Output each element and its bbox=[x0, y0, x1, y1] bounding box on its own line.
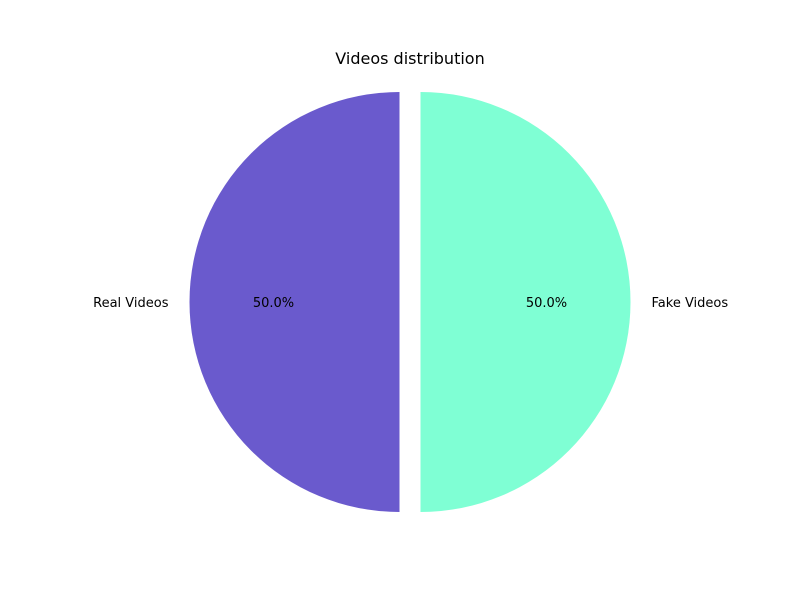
pie-slice-real-videos bbox=[189, 92, 400, 512]
pie-slice-fake-videos bbox=[420, 92, 631, 512]
pie-pct-label: 50.0% bbox=[253, 296, 294, 311]
pie-slices bbox=[189, 92, 631, 512]
pie-pct-label: 50.0% bbox=[526, 296, 567, 311]
pie-category-label: Real Videos bbox=[93, 296, 169, 311]
pie-category-label: Fake Videos bbox=[652, 296, 729, 311]
pie-labels: 50.0% Real Videos 50.0% Fake Videos bbox=[93, 296, 728, 311]
chart-title: Videos distribution bbox=[335, 49, 484, 68]
